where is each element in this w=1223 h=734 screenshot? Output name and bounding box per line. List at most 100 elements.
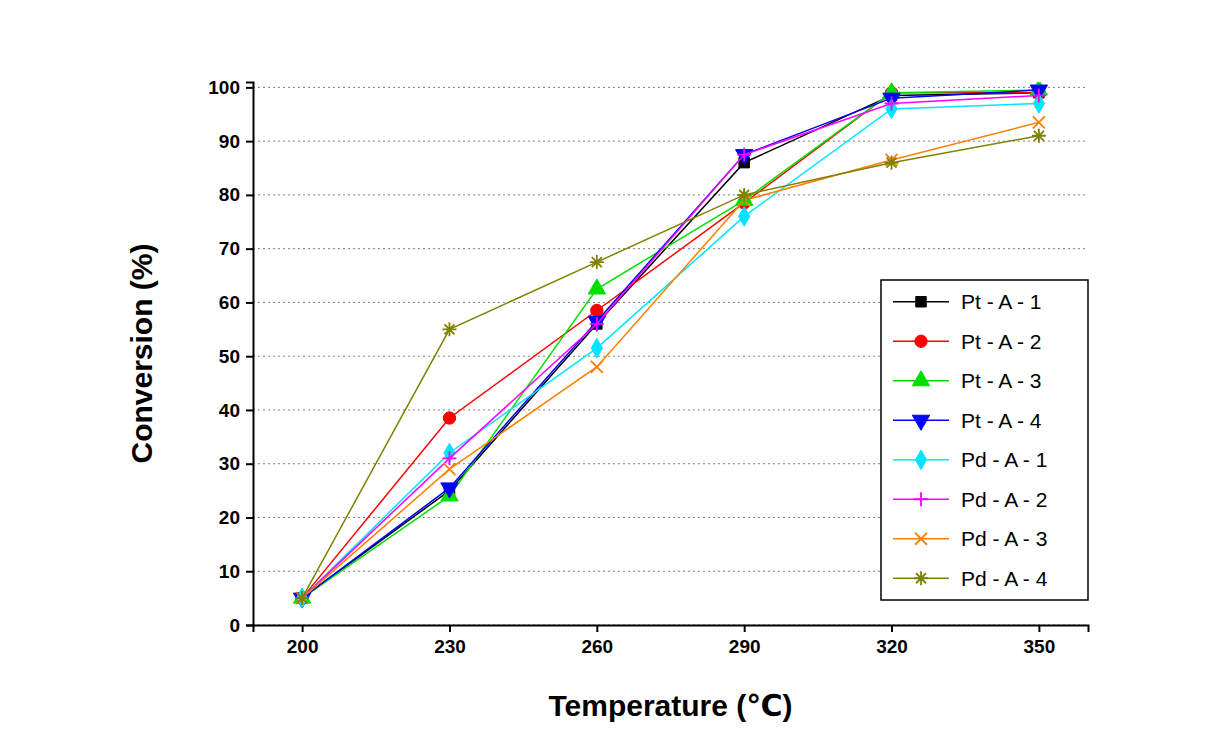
tick: 320 bbox=[876, 625, 908, 657]
tick-mark bbox=[596, 625, 598, 632]
legend-marker bbox=[915, 335, 927, 347]
marker bbox=[737, 188, 751, 202]
legend-label: Pd - A - 3 bbox=[961, 527, 1047, 550]
x-axis-title: Temperature (℃) bbox=[548, 689, 792, 722]
legend-marker bbox=[914, 571, 928, 585]
legend-marker bbox=[914, 492, 928, 506]
legend-entry: Pd - A - 3 bbox=[893, 527, 1047, 550]
plot: 200 230 260 290 320 350 0 10 20 30 40 50 60 70 80 90 100… bbox=[208, 77, 1088, 658]
tick: 0 bbox=[229, 615, 253, 636]
marker bbox=[296, 592, 308, 604]
legend-entry: Pd - A - 1 bbox=[893, 448, 1047, 471]
marker bbox=[443, 412, 455, 424]
marker bbox=[588, 279, 605, 294]
marker bbox=[739, 207, 750, 227]
tick-label: 290 bbox=[729, 636, 761, 657]
marker bbox=[591, 304, 603, 316]
legend-label: Pd - A - 1 bbox=[961, 448, 1047, 471]
tick: 290 bbox=[729, 625, 761, 657]
tick: 70 bbox=[219, 238, 253, 259]
marker bbox=[885, 156, 899, 170]
legend-label: Pd - A - 2 bbox=[961, 488, 1047, 511]
legend-marker bbox=[915, 533, 927, 545]
x-axis: 200 230 260 290 320 350 bbox=[254, 625, 1089, 657]
tick-label: 30 bbox=[219, 453, 240, 474]
tick-mark bbox=[246, 194, 253, 196]
tick: 30 bbox=[219, 453, 253, 474]
tick-mark bbox=[891, 625, 893, 632]
tick-label: 70 bbox=[219, 238, 240, 259]
marker bbox=[590, 255, 604, 269]
legend-entry: Pt - A - 2 bbox=[893, 330, 1042, 353]
tick-mark bbox=[1038, 625, 1040, 632]
tick-label: 200 bbox=[287, 636, 319, 657]
tick-label: 320 bbox=[876, 636, 908, 657]
tick-label: 40 bbox=[219, 400, 240, 421]
tick-label: 60 bbox=[219, 292, 240, 313]
legend-entry: Pt - A - 3 bbox=[893, 369, 1042, 392]
legend-label: Pt - A - 1 bbox=[961, 290, 1042, 313]
grid bbox=[253, 87, 1088, 625]
tick-mark bbox=[449, 625, 451, 632]
axis-line bbox=[254, 626, 1089, 633]
grid-line bbox=[253, 248, 1088, 249]
tick-mark bbox=[246, 87, 253, 89]
marker bbox=[1032, 88, 1046, 102]
legend-entry: Pd - A - 4 bbox=[893, 567, 1048, 590]
legend-marker bbox=[916, 297, 926, 307]
legend-label: Pt - A - 3 bbox=[961, 369, 1042, 392]
tick: 90 bbox=[219, 131, 253, 152]
tick-mark bbox=[246, 517, 253, 519]
tick-mark bbox=[302, 625, 304, 632]
legend-label: Pd - A - 4 bbox=[961, 567, 1048, 590]
tick: 260 bbox=[581, 625, 613, 657]
marker bbox=[442, 322, 456, 336]
tick-label: 90 bbox=[219, 131, 240, 152]
marker bbox=[295, 591, 309, 605]
legend-entry: Pt - A - 4 bbox=[893, 409, 1042, 432]
legend: Pt - A - 1 Pt - A - 2 Pt - A - 3 Pt - A - 4… bbox=[881, 280, 1088, 600]
legend-marker bbox=[912, 371, 929, 386]
marker bbox=[295, 591, 309, 605]
tick-label: 0 bbox=[229, 615, 240, 636]
tick: 100 bbox=[208, 77, 253, 98]
tick-mark bbox=[246, 625, 253, 627]
marker bbox=[1033, 116, 1045, 128]
marker bbox=[1032, 129, 1046, 143]
legend-marker bbox=[912, 415, 929, 430]
marker bbox=[296, 592, 308, 604]
tick: 20 bbox=[219, 507, 253, 528]
tick-label: 50 bbox=[219, 346, 240, 367]
tick-mark bbox=[246, 248, 253, 250]
tick-mark bbox=[246, 409, 253, 411]
legend-box bbox=[881, 280, 1088, 600]
tick: 40 bbox=[219, 400, 253, 421]
tick-mark bbox=[246, 141, 253, 143]
legend-label: Pt - A - 4 bbox=[961, 409, 1042, 432]
chart: 200 230 260 290 320 350 0 10 20 30 40 50 60 70 80 90 100… bbox=[0, 0, 1223, 734]
tick-label: 20 bbox=[219, 507, 240, 528]
tick-mark bbox=[246, 356, 253, 358]
marker bbox=[441, 483, 458, 498]
tick: 350 bbox=[1024, 625, 1056, 657]
tick-label: 10 bbox=[219, 561, 240, 582]
tick-label: 100 bbox=[208, 77, 240, 98]
marker bbox=[591, 361, 603, 373]
marker bbox=[737, 148, 751, 162]
marker bbox=[443, 463, 455, 475]
tick: 200 bbox=[287, 625, 319, 657]
tick-mark bbox=[744, 625, 746, 632]
tick-label: 80 bbox=[219, 184, 240, 205]
tick-label: 230 bbox=[434, 636, 466, 657]
tick-label: 260 bbox=[581, 636, 613, 657]
marker bbox=[885, 97, 899, 111]
tick: 50 bbox=[219, 346, 253, 367]
tick: 80 bbox=[219, 184, 253, 205]
tick: 230 bbox=[434, 625, 466, 657]
marker bbox=[591, 338, 602, 358]
marker bbox=[590, 317, 604, 331]
axis-line bbox=[246, 83, 254, 626]
legend-label: Pt - A - 2 bbox=[961, 330, 1042, 353]
legend-entry: Pt - A - 1 bbox=[893, 290, 1042, 313]
legend-entry: Pd - A - 2 bbox=[893, 488, 1047, 511]
